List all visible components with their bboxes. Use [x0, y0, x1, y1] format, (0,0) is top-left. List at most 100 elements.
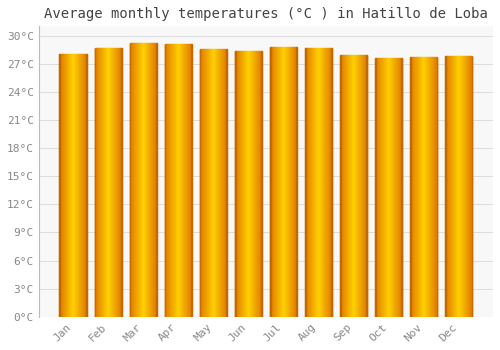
Bar [234, 51, 262, 317]
Bar [381, 58, 382, 317]
Bar [64, 54, 65, 317]
Bar [209, 49, 210, 317]
Bar [388, 58, 390, 317]
Bar [396, 58, 397, 317]
Bar [461, 56, 462, 317]
Bar [146, 43, 148, 317]
Bar [394, 58, 395, 317]
Bar [293, 47, 294, 317]
Bar [342, 55, 344, 317]
Bar [469, 56, 470, 317]
Bar [255, 51, 256, 317]
Bar [109, 48, 110, 317]
Bar [154, 43, 155, 317]
Bar [272, 47, 273, 317]
Bar [395, 58, 396, 317]
Bar [70, 54, 71, 317]
Bar [292, 47, 293, 317]
Bar [294, 47, 295, 317]
Bar [428, 57, 429, 317]
Bar [84, 54, 86, 317]
Bar [203, 49, 204, 317]
Bar [454, 56, 456, 317]
Bar [419, 57, 420, 317]
Bar [204, 49, 205, 317]
Bar [164, 44, 192, 317]
Bar [153, 43, 154, 317]
Bar [226, 49, 227, 317]
Bar [80, 54, 82, 317]
Bar [181, 44, 182, 317]
Bar [305, 48, 306, 317]
Bar [130, 43, 157, 317]
Bar [417, 57, 418, 317]
Bar [117, 48, 118, 317]
Bar [114, 48, 115, 317]
Bar [67, 54, 68, 317]
Bar [246, 51, 247, 317]
Bar [106, 48, 107, 317]
Bar [222, 49, 223, 317]
Bar [256, 51, 258, 317]
Bar [94, 48, 95, 317]
Bar [200, 49, 227, 317]
Bar [449, 56, 450, 317]
Bar [112, 48, 113, 317]
Bar [172, 44, 173, 317]
Bar [177, 44, 178, 317]
Bar [401, 58, 402, 317]
Bar [173, 44, 174, 317]
Bar [436, 57, 438, 317]
Bar [115, 48, 116, 317]
Bar [344, 55, 346, 317]
Bar [245, 51, 246, 317]
Bar [60, 54, 87, 317]
Bar [237, 51, 238, 317]
Bar [296, 47, 297, 317]
Bar [392, 58, 394, 317]
Bar [97, 48, 98, 317]
Bar [420, 57, 421, 317]
Bar [188, 44, 189, 317]
Bar [375, 58, 402, 317]
Bar [274, 47, 276, 317]
Bar [362, 55, 363, 317]
Bar [427, 57, 428, 317]
Bar [465, 56, 466, 317]
Bar [223, 49, 224, 317]
Bar [179, 44, 180, 317]
Bar [291, 47, 292, 317]
Bar [104, 48, 105, 317]
Bar [366, 55, 367, 317]
Bar [451, 56, 452, 317]
Bar [136, 43, 137, 317]
Bar [390, 58, 392, 317]
Bar [287, 47, 288, 317]
Bar [148, 43, 150, 317]
Bar [218, 49, 219, 317]
Bar [221, 49, 222, 317]
Bar [319, 48, 320, 317]
Bar [171, 44, 172, 317]
Bar [271, 47, 272, 317]
Bar [422, 57, 423, 317]
Bar [308, 48, 309, 317]
Bar [253, 51, 254, 317]
Bar [207, 49, 208, 317]
Bar [468, 56, 469, 317]
Bar [226, 49, 227, 317]
Bar [282, 47, 283, 317]
Bar [150, 43, 151, 317]
Bar [361, 55, 362, 317]
Bar [462, 56, 463, 317]
Bar [415, 57, 416, 317]
Bar [365, 55, 366, 317]
Bar [412, 57, 414, 317]
Bar [464, 56, 465, 317]
Bar [176, 44, 177, 317]
Bar [380, 58, 381, 317]
Bar [142, 43, 143, 317]
Bar [251, 51, 252, 317]
Bar [220, 49, 221, 317]
Bar [399, 58, 400, 317]
